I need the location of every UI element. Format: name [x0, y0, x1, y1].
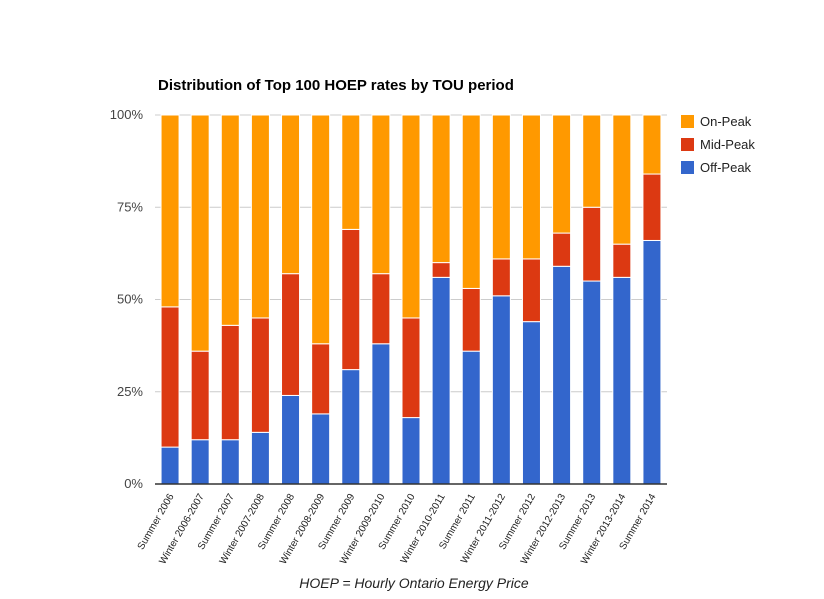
y-axis-ticks: 0% 25% 50% 75% 100%: [110, 107, 144, 491]
legend-label: Mid-Peak: [700, 137, 755, 152]
bar-group: [552, 114, 572, 485]
bar-segment-off-peak: [160, 446, 180, 485]
y-tick-label: 0%: [124, 476, 143, 491]
bar-segment-on-peak: [491, 114, 511, 260]
bar-segment-off-peak: [582, 280, 602, 485]
bar-segment-off-peak: [521, 321, 541, 485]
bar-segment-on-peak: [311, 114, 331, 345]
bar-group: [250, 114, 270, 485]
bar-segment-mid-peak: [401, 317, 421, 419]
bar-segment-off-peak: [371, 343, 391, 485]
bar-group: [160, 114, 180, 485]
bar-segment-mid-peak: [521, 258, 541, 323]
bar-segment-off-peak: [552, 265, 572, 485]
bar-segment-off-peak: [491, 295, 511, 485]
bar-segment-off-peak: [431, 276, 451, 485]
bar-group: [190, 114, 210, 485]
bar-segment-mid-peak: [491, 258, 511, 297]
bar-group: [461, 114, 481, 485]
bar-segment-on-peak: [371, 114, 391, 275]
bar-segment-on-peak: [642, 114, 662, 175]
bar-segment-on-peak: [431, 114, 451, 264]
bar-group: [582, 114, 602, 485]
bar-segment-on-peak: [461, 114, 481, 289]
bar-segment-on-peak: [521, 114, 541, 260]
bar-segment-mid-peak: [461, 287, 481, 352]
legend-label: Off-Peak: [700, 160, 752, 175]
bar-segment-on-peak: [582, 114, 602, 208]
bar-segment-off-peak: [461, 350, 481, 485]
bar-segment-off-peak: [250, 431, 270, 485]
y-tick-label: 75%: [117, 199, 143, 214]
legend-swatch: [681, 115, 694, 128]
footnote: HOEP = Hourly Ontario Energy Price: [299, 575, 529, 591]
bar-segment-mid-peak: [311, 343, 331, 415]
bar-group: [220, 114, 240, 485]
bar-group: [281, 114, 301, 485]
bar-group: [371, 114, 391, 485]
bar-segment-on-peak: [160, 114, 180, 308]
legend-item: Off-Peak: [681, 160, 752, 175]
bar-segment-mid-peak: [582, 206, 602, 282]
legend-swatch: [681, 138, 694, 151]
bar-segment-off-peak: [281, 394, 301, 485]
bar-segment-mid-peak: [220, 324, 240, 441]
bar-segment-on-peak: [552, 114, 572, 234]
bar-segment-mid-peak: [642, 173, 662, 241]
bar-segment-on-peak: [190, 114, 210, 352]
bar-segment-mid-peak: [552, 232, 572, 267]
bar-group: [521, 114, 541, 485]
y-tick-label: 50%: [117, 292, 143, 307]
bar-segment-on-peak: [612, 114, 632, 245]
bar-segment-mid-peak: [190, 350, 210, 441]
bar-segment-mid-peak: [612, 243, 632, 278]
bar-segment-on-peak: [220, 114, 240, 326]
bar-segment-off-peak: [190, 439, 210, 485]
bar-group: [431, 114, 451, 485]
bar-segment-on-peak: [281, 114, 301, 275]
bar-segment-on-peak: [250, 114, 270, 319]
bar-segment-on-peak: [401, 114, 421, 319]
bars: [160, 114, 662, 485]
bar-segment-off-peak: [220, 439, 240, 485]
bar-group: [311, 114, 331, 485]
legend-item: On-Peak: [681, 114, 752, 129]
bar-segment-off-peak: [401, 417, 421, 485]
bar-group: [642, 114, 662, 485]
bar-segment-mid-peak: [160, 306, 180, 448]
legend-item: Mid-Peak: [681, 137, 755, 152]
bar-group: [491, 114, 511, 485]
bar-group: [612, 114, 632, 485]
y-tick-label: 25%: [117, 384, 143, 399]
bar-group: [341, 114, 361, 485]
bar-segment-off-peak: [341, 369, 361, 485]
bar-group: [401, 114, 421, 485]
bar-segment-off-peak: [612, 276, 632, 485]
chart-title: Distribution of Top 100 HOEP rates by TO…: [158, 77, 514, 94]
legend-label: On-Peak: [700, 114, 752, 129]
bar-segment-mid-peak: [371, 273, 391, 345]
bar-segment-mid-peak: [281, 273, 301, 396]
bar-segment-mid-peak: [341, 228, 361, 371]
legend-swatch: [681, 161, 694, 174]
bar-segment-mid-peak: [431, 262, 451, 278]
bar-segment-off-peak: [642, 239, 662, 485]
y-tick-label: 100%: [110, 107, 144, 122]
bar-segment-on-peak: [341, 114, 361, 230]
bar-segment-mid-peak: [250, 317, 270, 433]
legend: On-Peak Mid-Peak Off-Peak: [681, 114, 755, 175]
bar-segment-off-peak: [311, 413, 331, 485]
